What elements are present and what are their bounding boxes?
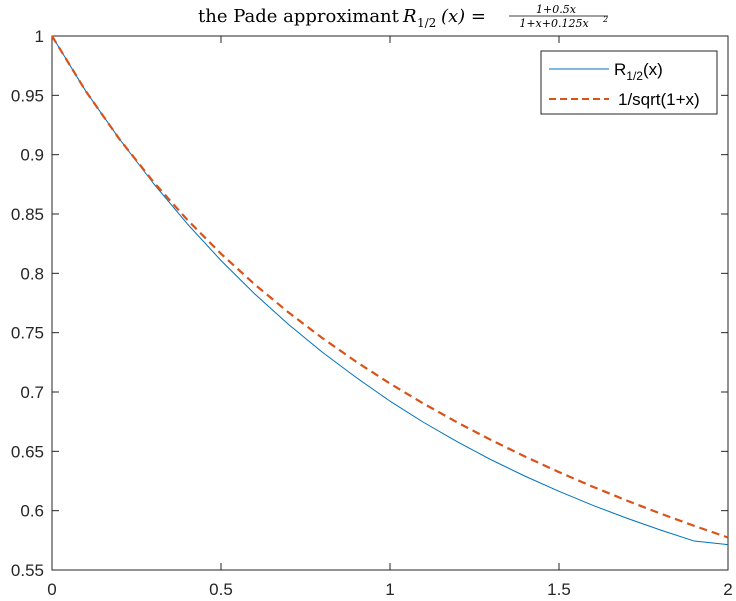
legend-label-inv-sqrt: 1/sqrt(1+x) — [618, 90, 700, 109]
y-tick-label: 0.6 — [20, 502, 44, 521]
chart-title: the Pade approximant R 1/2 (x) = 1+0.5x … — [198, 3, 608, 30]
x-tick-label: 1 — [385, 580, 394, 599]
y-tick-label: 0.9 — [20, 146, 44, 165]
title-func-arg: (x) = — [441, 6, 486, 27]
y-tick-label: 1 — [35, 27, 44, 46]
plot-area — [51, 35, 729, 571]
legend-box — [540, 50, 718, 115]
title-func-subscript: 1/2 — [417, 16, 436, 30]
y-tick-label: 0.85 — [11, 205, 44, 224]
x-axis: 0 0.5 1 1.5 2 — [47, 36, 733, 599]
legend-label-r12-main: R — [614, 60, 626, 79]
x-tick-label: 0 — [47, 580, 56, 599]
y-tick-label: 0.55 — [11, 561, 44, 580]
x-tick-label: 2 — [723, 580, 732, 599]
y-tick-label: 0.75 — [11, 324, 44, 343]
title-prefix: the Pade approximant — [198, 6, 405, 27]
y-tick-label: 0.95 — [11, 86, 44, 105]
series-line-inv-sqrt — [51, 35, 729, 539]
x-tick-label: 0.5 — [209, 580, 233, 599]
legend-label-r12-rest: (x) — [643, 60, 663, 79]
legend-label-r12: R1/2(x) — [614, 60, 663, 83]
y-axis: 0.55 0.6 0.65 0.7 0.75 0.8 0.85 0.9 0.95 1 — [11, 27, 728, 580]
series-line-r12 — [51, 35, 729, 546]
y-tick-label: 0.8 — [20, 264, 44, 283]
legend-label-r12-sub: 1/2 — [626, 69, 643, 83]
series-layer — [51, 35, 729, 546]
x-tick-label: 1.5 — [547, 580, 571, 599]
y-tick-label: 0.7 — [20, 383, 44, 402]
title-denominator-exponent: 2 — [602, 15, 608, 24]
title-func-letter: R — [402, 6, 417, 27]
title-numerator: 1+0.5x — [536, 3, 577, 16]
legend: R1/2(x) 1/sqrt(1+x) — [540, 50, 718, 115]
title-denominator: 1+x+0.125x — [519, 17, 589, 30]
y-tick-label: 0.65 — [11, 442, 44, 461]
